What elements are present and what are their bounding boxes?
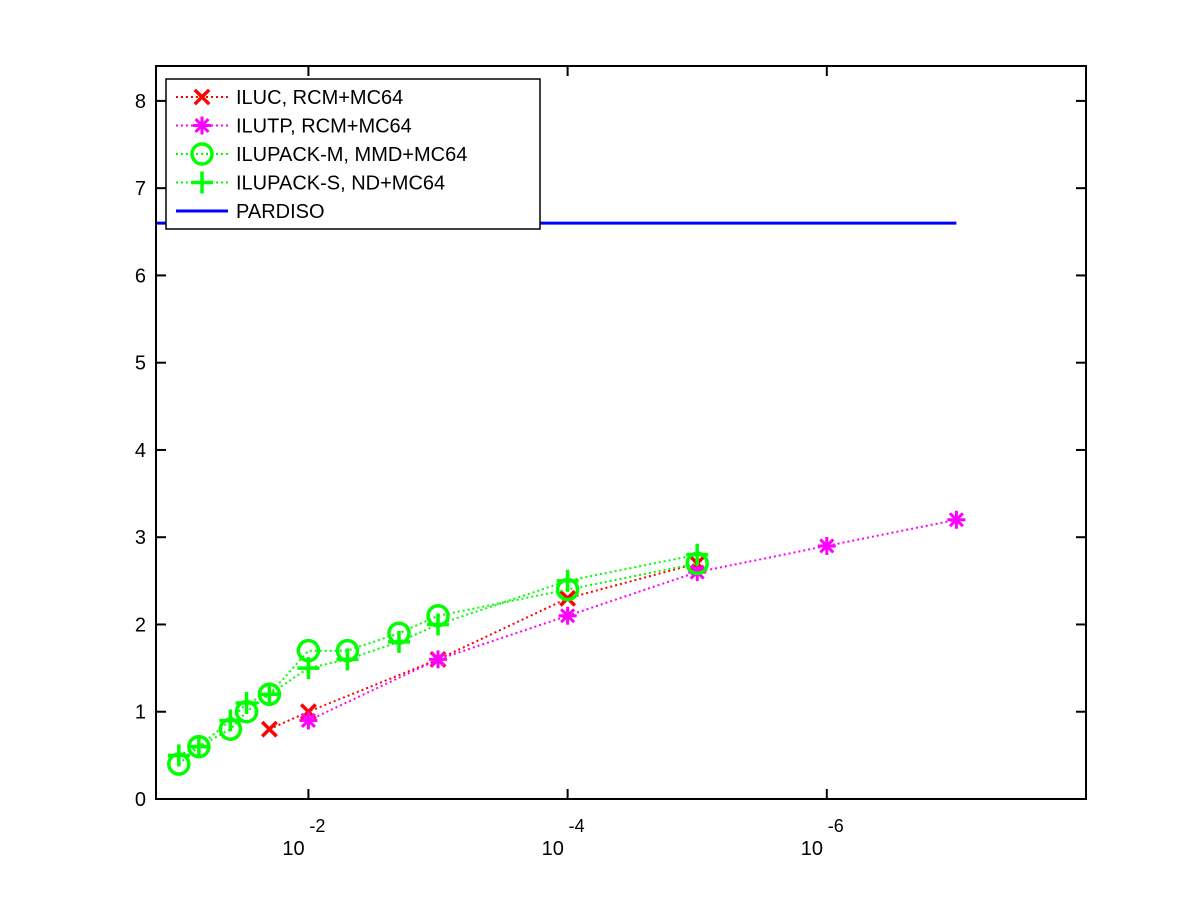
y-tick-label-2: 2: [135, 614, 146, 636]
legend-box: [165, 78, 541, 230]
legend-marker-3: [190, 142, 214, 166]
x-tick-exponent-2: -4: [569, 816, 585, 836]
series-1-point-1-b: [260, 720, 278, 738]
legend-label-4: ILUPACK-S, ND+MC64: [236, 173, 445, 195]
series-3-line: [178, 562, 698, 765]
legend-label-2: ILUTP, RCM+MC64: [236, 116, 412, 138]
y-tick-label-1: 1: [135, 702, 146, 724]
legend-item-4: ILUPACK-S, ND+MC64: [176, 171, 445, 195]
series-2-line: [307, 518, 957, 722]
legend: ILUC, RCM+MC64 ILUTP, RCM+MC64 ILUPACK-M, …: [165, 78, 541, 230]
y-tick-label-6: 6: [135, 265, 146, 287]
legend-label-3: ILUPACK-M, MMD+MC64: [236, 144, 467, 166]
x-tick-base-1: 10: [282, 838, 304, 860]
y-tick-label-8: 8: [135, 91, 146, 113]
y-tick-label-7: 7: [135, 178, 146, 200]
legend-label-5: PARDISO: [236, 201, 325, 223]
y-tick-label-0: 0: [135, 789, 146, 811]
legend-item-3: ILUPACK-M, MMD+MC64: [176, 142, 467, 166]
series-layer: [156, 221, 966, 776]
y-tick-label-3: 3: [135, 527, 146, 549]
series-2-point-3-d2: [560, 608, 576, 624]
y-tick-label-5: 5: [135, 353, 146, 375]
series-2-point-2-d2: [430, 651, 446, 667]
legend-marker-2-d2: [194, 117, 210, 134]
plot-frame: [155, 65, 1087, 800]
series-2-point-5-d2: [819, 538, 835, 554]
series-1-line: [268, 562, 698, 731]
x-tick-exponent-3: -6: [828, 816, 844, 836]
series-2-point-6-d2: [948, 512, 964, 528]
y-tick-label-4: 4: [135, 440, 146, 462]
legend-label-1: ILUC, RCM+MC64: [236, 87, 403, 109]
legend-item-2: ILUTP, RCM+MC64: [176, 116, 412, 138]
series-2: [299, 510, 966, 730]
x-tick-base-2: 10: [542, 838, 564, 860]
legend-item-1: ILUC, RCM+MC64: [176, 87, 403, 109]
series-2-point-1-d2: [300, 712, 316, 729]
series-4: [167, 543, 709, 767]
x-tick-exponent-1: -2: [309, 816, 325, 836]
legend-marker-1-b: [193, 88, 211, 106]
x-tick-base-3: 10: [801, 838, 823, 860]
legend-item-5: PARDISO: [176, 201, 325, 223]
series-4-line: [178, 553, 698, 757]
